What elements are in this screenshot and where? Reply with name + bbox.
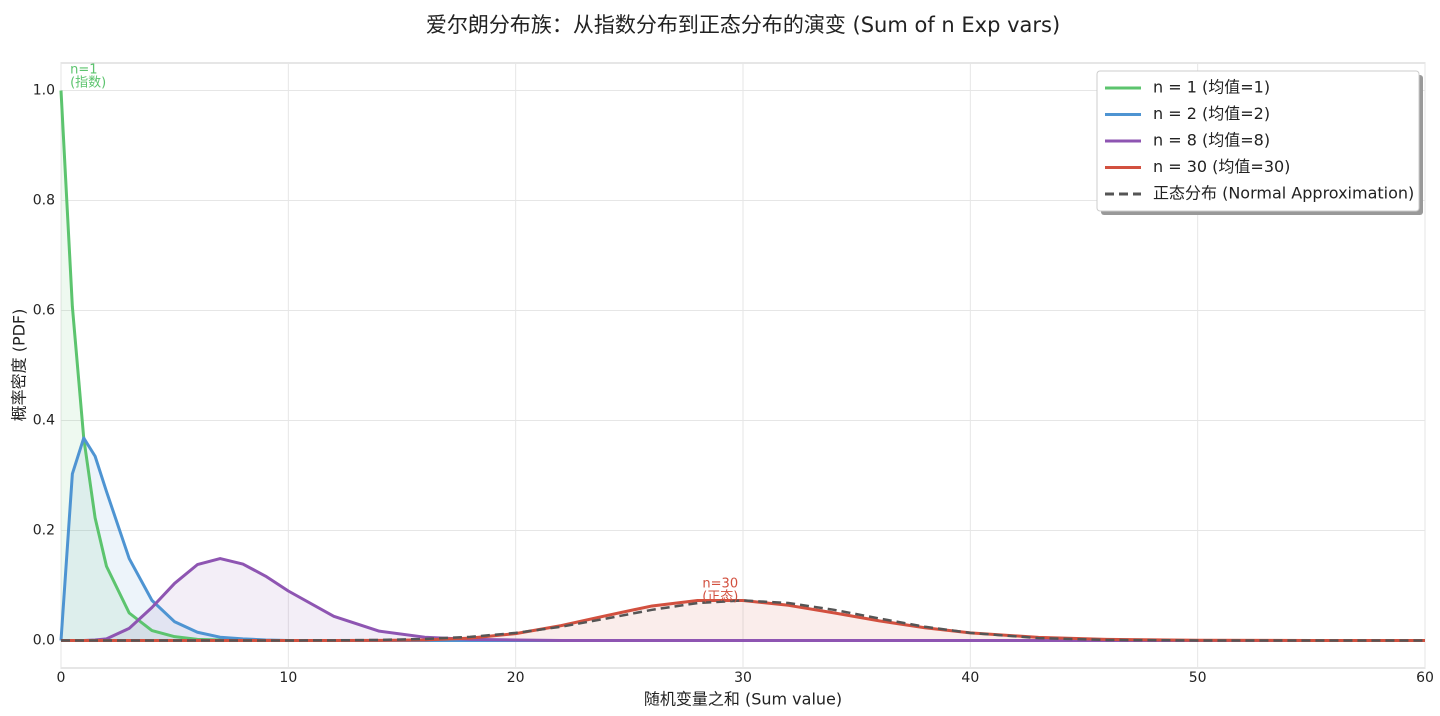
x-tick-label: 40 [961, 670, 979, 686]
annotation: (正态) [702, 590, 738, 605]
x-axis-label: 随机变量之和 (Sum value) [644, 690, 842, 709]
chart-title: 爱尔朗分布族：从指数分布到正态分布的演变 (Sum of n Exp vars) [426, 13, 1060, 37]
annotation: (指数) [70, 75, 106, 90]
legend-box [1096, 70, 1420, 212]
x-tick-label: 0 [57, 670, 66, 686]
area-fill [61, 600, 1425, 641]
x-tick-label: 10 [279, 670, 297, 686]
y-axis-label: 概率密度 (PDF) [10, 309, 29, 422]
y-tick-label: 0.8 [33, 193, 55, 209]
y-tick-label: 0.2 [33, 523, 55, 539]
annotation: n=1 [70, 62, 97, 77]
y-tick-label: 0.6 [33, 303, 55, 319]
y-tick-label: 1.0 [33, 83, 55, 99]
x-tick-label: 30 [734, 670, 752, 686]
legend-label: n = 2 (均值=2) [1153, 104, 1270, 123]
y-tick-label: 0.0 [33, 633, 55, 649]
x-tick-label: 50 [1189, 670, 1207, 686]
annotation: n=30 [702, 577, 738, 592]
series-line [61, 599, 1425, 642]
x-tick-label: 20 [507, 670, 525, 686]
y-tick-label: 0.4 [33, 413, 55, 429]
legend: n = 1 (均值=1) n = 2 (均值=2) n = 8 (均值=8) n = … [1096, 70, 1423, 215]
legend-label: n = 8 (均值=8) [1153, 131, 1270, 150]
legend-label: n = 1 (均值=1) [1153, 78, 1270, 97]
legend-label: n = 30 (均值=30) [1153, 157, 1290, 176]
legend-label: 正态分布 (Normal Approximation) [1153, 184, 1414, 203]
x-tick-label: 60 [1416, 670, 1434, 686]
